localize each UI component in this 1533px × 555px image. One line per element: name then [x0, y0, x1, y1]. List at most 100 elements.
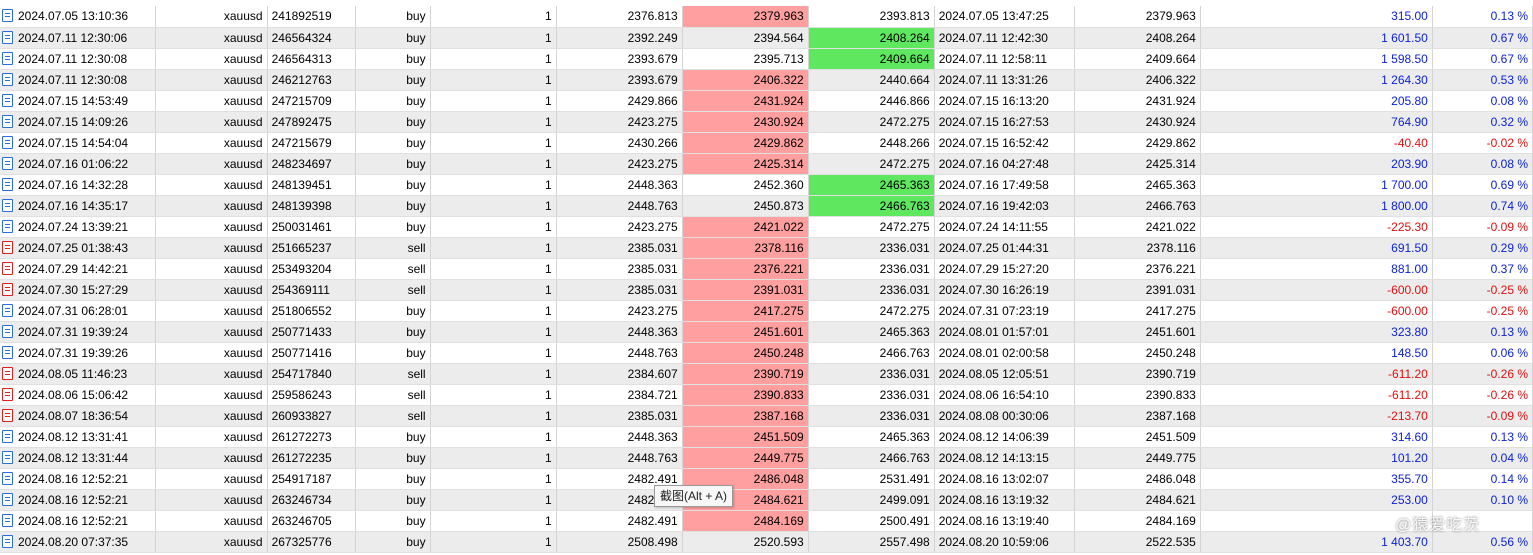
cell-price: 2449.775 [1074, 447, 1201, 469]
volume-value: 1 [544, 261, 552, 276]
sl-value: 2429.862 [753, 135, 804, 150]
pct-value: -0.25 % [1486, 303, 1528, 318]
cell-open: 2448.763 [556, 447, 683, 469]
table-row[interactable]: 2024.07.15 14:09:26 xauusd 247892475 buy 1 24… [0, 111, 1533, 133]
cell-time: 2024.07.11 12:30:08 [0, 48, 156, 70]
cell-type: buy [355, 27, 431, 49]
cell-open: 2385.031 [556, 237, 683, 259]
cell-volume: 1 [430, 510, 557, 532]
table-row[interactable]: 2024.07.16 14:35:17 xauusd 248139398 buy 1 24… [0, 195, 1533, 217]
open-value: 2423.275 [627, 303, 678, 318]
cell-price: 2387.168 [1074, 405, 1201, 427]
table-row[interactable]: 2024.07.11 12:30:08 xauusd 246564313 buy 1 23… [0, 48, 1533, 70]
table-row[interactable]: 2024.08.12 13:31:41 xauusd 261272273 buy 1 24… [0, 426, 1533, 448]
volume-value: 1 [544, 345, 552, 360]
cell-type: buy [355, 300, 431, 322]
volume-value: 1 [544, 72, 552, 87]
table-row[interactable]: 2024.07.24 13:39:21 xauusd 250031461 buy 1 24… [0, 216, 1533, 238]
cell-tp: 2472.275 [808, 216, 935, 238]
cell-profit: 1 800.00 [1200, 195, 1433, 217]
table-row[interactable]: 2024.08.12 13:31:44 xauusd 261272235 buy 1 24… [0, 447, 1533, 469]
close-time-value: 2024.08.06 16:54:10 [938, 387, 1049, 402]
table-row[interactable]: 2024.07.31 06:28:01 xauusd 251806552 buy 1 24… [0, 300, 1533, 322]
time-value: 2024.08.12 13:31:44 [18, 450, 129, 465]
price-value: 2484.621 [1145, 492, 1196, 507]
cell-volume: 1 [430, 216, 557, 238]
symbol-value: xauusd [223, 240, 263, 255]
table-row[interactable]: 2024.07.16 14:32:28 xauusd 248139451 buy 1 24… [0, 174, 1533, 196]
cell-volume: 1 [430, 384, 557, 406]
cell-price: 2522.535 [1074, 531, 1201, 553]
symbol-value: xauusd [223, 471, 263, 486]
cell-ticket: 254717840 [267, 363, 356, 385]
cell-price: 2421.022 [1074, 216, 1201, 238]
table-row[interactable]: 2024.07.11 12:30:08 xauusd 246212763 buy 1 23… [0, 69, 1533, 91]
buy-order-icon [2, 177, 13, 191]
table-row[interactable]: 2024.07.25 01:38:43 xauusd 251665237 sell 1 2… [0, 237, 1533, 259]
open-value: 2385.031 [627, 408, 678, 423]
time-value: 2024.07.11 12:30:08 [18, 72, 128, 87]
table-row[interactable]: 2024.07.30 15:27:29 xauusd 254369111 sell 1 2… [0, 279, 1533, 301]
volume-value: 1 [544, 366, 552, 381]
cell-tp: 2557.498 [808, 531, 935, 553]
profit-value: 355.70 [1391, 471, 1428, 486]
tp-value: 2336.031 [879, 408, 930, 423]
table-row[interactable]: 2024.07.29 14:42:21 xauusd 253493204 sell 1 2… [0, 258, 1533, 280]
cell-pct: 0.69 % [1432, 174, 1533, 196]
cell-pct: 0.32 % [1432, 111, 1533, 133]
price-value: 2450.248 [1145, 345, 1196, 360]
cell-close-time: 2024.07.16 04:27:48 [934, 153, 1075, 175]
buy-order-icon [2, 429, 13, 443]
table-row[interactable]: 2024.07.05 13:10:36 xauusd 241892519 buy 1 23… [0, 6, 1533, 28]
cell-time: 2024.07.31 19:39:26 [0, 342, 156, 364]
cell-open: 2384.607 [556, 363, 683, 385]
sell-order-icon [2, 240, 13, 254]
cell-close-time: 2024.07.29 15:27:20 [934, 258, 1075, 280]
table-row[interactable]: 2024.07.31 19:39:24 xauusd 250771433 buy 1 24… [0, 321, 1533, 343]
table-row[interactable]: 2024.08.06 15:06:42 xauusd 259586243 sell 1 2… [0, 384, 1533, 406]
cell-ticket: 250771433 [267, 321, 356, 343]
time-value: 2024.07.16 01:06:22 [18, 156, 129, 171]
cell-tp: 2440.664 [808, 69, 935, 91]
buy-order-icon [2, 219, 13, 233]
table-row[interactable]: 2024.08.20 07:37:35 xauusd 267325776 buy 1 25… [0, 531, 1533, 553]
table-row[interactable]: 2024.07.11 12:30:06 xauusd 246564324 buy 1 23… [0, 27, 1533, 49]
type-value: buy [406, 429, 426, 444]
sl-value: 2520.593 [753, 534, 804, 549]
volume-value: 1 [544, 156, 552, 171]
table-row[interactable]: 2024.07.16 01:06:22 xauusd 248234697 buy 1 24… [0, 153, 1533, 175]
type-value: buy [406, 492, 426, 507]
table-row[interactable]: 2024.08.16 12:52:21 xauusd 263246705 buy 1 24… [0, 510, 1533, 532]
open-value: 2448.363 [627, 429, 678, 444]
cell-ticket: 247215709 [267, 90, 356, 112]
table-row[interactable]: 2024.07.15 14:54:04 xauusd 247215679 buy 1 24… [0, 132, 1533, 154]
cell-sl: 2390.719 [682, 363, 809, 385]
table-row[interactable]: 2024.07.31 19:39:26 xauusd 250771416 buy 1 24… [0, 342, 1533, 364]
table-row[interactable]: 2024.08.16 12:52:21 xauusd 263246734 buy 1 24… [0, 489, 1533, 511]
cell-price: 2450.248 [1074, 342, 1201, 364]
cell-tp: 2393.813 [808, 6, 935, 28]
pct-value: 0.29 % [1490, 240, 1528, 255]
close-time-value: 2024.07.31 07:23:19 [938, 303, 1049, 318]
sl-value: 2431.924 [753, 93, 804, 108]
cell-open: 2392.249 [556, 27, 683, 49]
profit-value: 1 700.00 [1381, 177, 1428, 192]
tp-value: 2531.491 [879, 471, 930, 486]
table-row[interactable]: 2024.08.05 11:46:23 xauusd 254717840 sell 1 2… [0, 363, 1533, 385]
ticket-value: 267325776 [271, 534, 332, 549]
cell-symbol: xauusd [155, 531, 268, 553]
cell-open: 2508.498 [556, 531, 683, 553]
tp-value: 2336.031 [879, 261, 930, 276]
cell-open: 2423.275 [556, 111, 683, 133]
price-value: 2408.264 [1145, 30, 1196, 45]
cell-ticket: 248139451 [267, 174, 356, 196]
cell-volume: 1 [430, 279, 557, 301]
table-row[interactable]: 2024.08.16 12:52:21 xauusd 254917187 buy 1 24… [0, 468, 1533, 490]
table-row[interactable]: 2024.08.07 18:36:54 xauusd 260933827 sell 1 2… [0, 405, 1533, 427]
cell-time: 2024.07.16 14:32:28 [0, 174, 156, 196]
cell-open: 2482.491 [556, 489, 683, 511]
buy-order-icon [2, 471, 13, 485]
table-row[interactable]: 2024.07.15 14:53:49 xauusd 247215709 buy 1 24… [0, 90, 1533, 112]
cell-close-time: 2024.07.15 16:13:20 [934, 90, 1075, 112]
tp-value: 2440.664 [879, 72, 930, 87]
